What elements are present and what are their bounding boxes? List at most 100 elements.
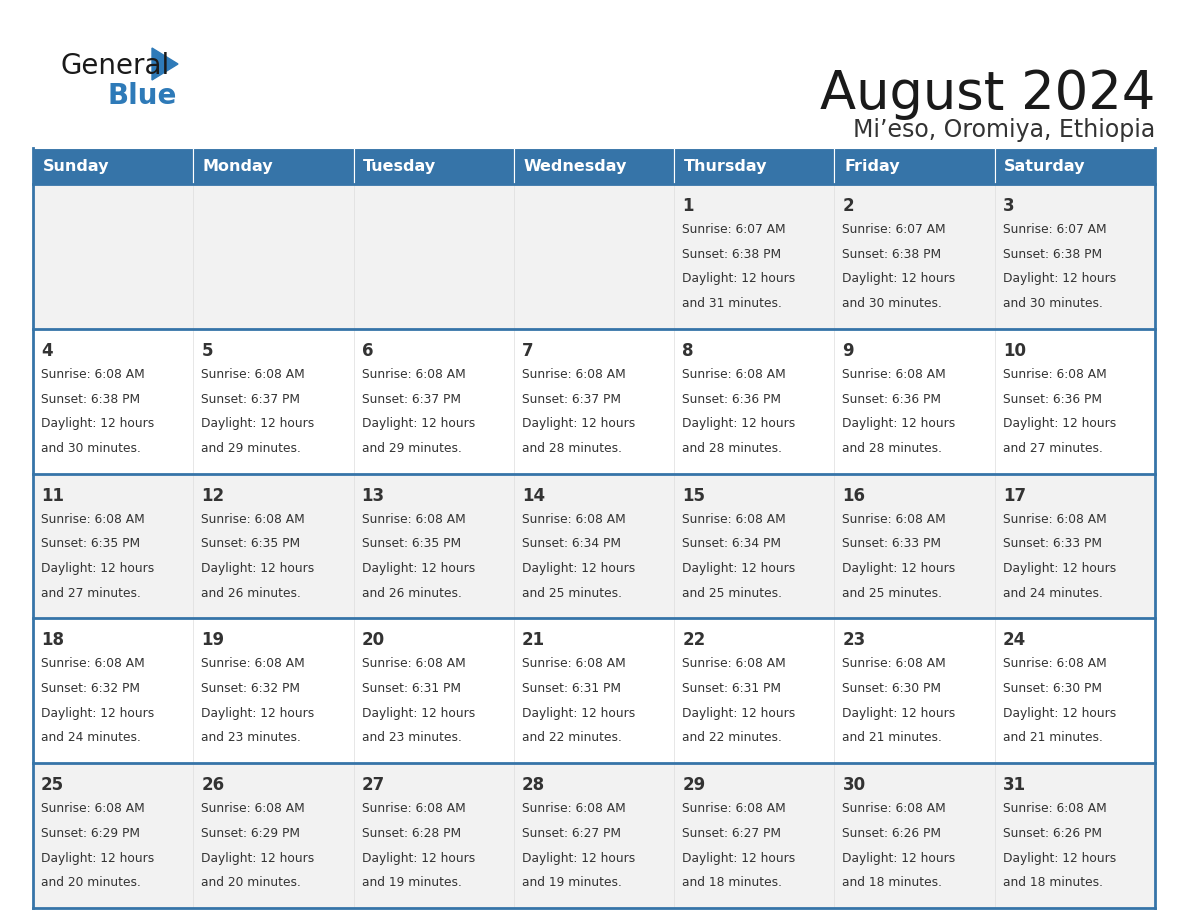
Text: 3: 3 bbox=[1003, 197, 1015, 215]
Text: 2: 2 bbox=[842, 197, 854, 215]
Text: and 18 minutes.: and 18 minutes. bbox=[682, 876, 782, 890]
Text: 12: 12 bbox=[201, 487, 225, 505]
Text: and 25 minutes.: and 25 minutes. bbox=[842, 587, 942, 599]
Text: Daylight: 12 hours: Daylight: 12 hours bbox=[682, 852, 796, 865]
Text: 20: 20 bbox=[361, 632, 385, 649]
Text: Sunrise: 6:08 AM: Sunrise: 6:08 AM bbox=[1003, 657, 1106, 670]
Text: Daylight: 12 hours: Daylight: 12 hours bbox=[522, 707, 636, 720]
Text: Sunrise: 6:08 AM: Sunrise: 6:08 AM bbox=[682, 657, 786, 670]
Text: Sunrise: 6:08 AM: Sunrise: 6:08 AM bbox=[42, 368, 145, 381]
Text: Blue: Blue bbox=[108, 82, 177, 110]
Text: Sunrise: 6:08 AM: Sunrise: 6:08 AM bbox=[682, 802, 786, 815]
Text: Daylight: 12 hours: Daylight: 12 hours bbox=[42, 852, 154, 865]
Text: 29: 29 bbox=[682, 777, 706, 794]
Text: Sunrise: 6:08 AM: Sunrise: 6:08 AM bbox=[201, 802, 305, 815]
Text: and 21 minutes.: and 21 minutes. bbox=[842, 732, 942, 744]
Text: Daylight: 12 hours: Daylight: 12 hours bbox=[682, 273, 796, 285]
Text: Sunset: 6:32 PM: Sunset: 6:32 PM bbox=[42, 682, 140, 695]
Text: Sunrise: 6:08 AM: Sunrise: 6:08 AM bbox=[361, 368, 466, 381]
Text: 8: 8 bbox=[682, 341, 694, 360]
Text: Daylight: 12 hours: Daylight: 12 hours bbox=[522, 852, 636, 865]
Bar bbox=[33, 148, 194, 184]
Text: and 21 minutes.: and 21 minutes. bbox=[1003, 732, 1102, 744]
Text: Sunset: 6:30 PM: Sunset: 6:30 PM bbox=[1003, 682, 1101, 695]
Text: and 28 minutes.: and 28 minutes. bbox=[522, 442, 621, 454]
Text: and 28 minutes.: and 28 minutes. bbox=[842, 442, 942, 454]
Text: and 29 minutes.: and 29 minutes. bbox=[201, 442, 302, 454]
Bar bbox=[514, 148, 674, 184]
Text: 6: 6 bbox=[361, 341, 373, 360]
Bar bbox=[33, 474, 194, 619]
Text: Sunrise: 6:08 AM: Sunrise: 6:08 AM bbox=[842, 368, 946, 381]
Text: August 2024: August 2024 bbox=[820, 68, 1155, 120]
Bar bbox=[194, 619, 354, 763]
Text: Sunset: 6:26 PM: Sunset: 6:26 PM bbox=[842, 827, 941, 840]
Text: Sunrise: 6:08 AM: Sunrise: 6:08 AM bbox=[1003, 368, 1106, 381]
Text: Sunset: 6:27 PM: Sunset: 6:27 PM bbox=[522, 827, 621, 840]
Bar bbox=[994, 148, 1155, 184]
Text: 26: 26 bbox=[201, 777, 225, 794]
Bar bbox=[33, 619, 194, 763]
Text: Daylight: 12 hours: Daylight: 12 hours bbox=[201, 707, 315, 720]
Text: Daylight: 12 hours: Daylight: 12 hours bbox=[1003, 417, 1116, 431]
Text: 1: 1 bbox=[682, 197, 694, 215]
Text: and 23 minutes.: and 23 minutes. bbox=[201, 732, 302, 744]
Text: and 24 minutes.: and 24 minutes. bbox=[1003, 587, 1102, 599]
Text: 25: 25 bbox=[42, 777, 64, 794]
Bar bbox=[33, 763, 194, 908]
Text: Sunset: 6:33 PM: Sunset: 6:33 PM bbox=[1003, 537, 1101, 550]
Bar bbox=[194, 184, 354, 329]
Text: Sunrise: 6:08 AM: Sunrise: 6:08 AM bbox=[1003, 512, 1106, 526]
Text: Sunrise: 6:08 AM: Sunrise: 6:08 AM bbox=[522, 802, 626, 815]
Text: Sunset: 6:37 PM: Sunset: 6:37 PM bbox=[361, 393, 461, 406]
Bar bbox=[194, 474, 354, 619]
Text: and 28 minutes.: and 28 minutes. bbox=[682, 442, 782, 454]
Text: and 20 minutes.: and 20 minutes. bbox=[42, 876, 141, 890]
Text: Daylight: 12 hours: Daylight: 12 hours bbox=[682, 562, 796, 575]
Text: Sunset: 6:35 PM: Sunset: 6:35 PM bbox=[201, 537, 301, 550]
Text: Daylight: 12 hours: Daylight: 12 hours bbox=[1003, 852, 1116, 865]
Text: Sunset: 6:37 PM: Sunset: 6:37 PM bbox=[522, 393, 621, 406]
Text: 18: 18 bbox=[42, 632, 64, 649]
Text: Sunrise: 6:08 AM: Sunrise: 6:08 AM bbox=[361, 802, 466, 815]
Text: 4: 4 bbox=[42, 341, 52, 360]
Text: Sunset: 6:30 PM: Sunset: 6:30 PM bbox=[842, 682, 941, 695]
Text: Daylight: 12 hours: Daylight: 12 hours bbox=[1003, 562, 1116, 575]
Bar bbox=[514, 763, 674, 908]
Bar bbox=[514, 184, 674, 329]
Text: Daylight: 12 hours: Daylight: 12 hours bbox=[1003, 707, 1116, 720]
Bar bbox=[674, 148, 834, 184]
Text: Daylight: 12 hours: Daylight: 12 hours bbox=[682, 417, 796, 431]
Text: 16: 16 bbox=[842, 487, 865, 505]
Text: Daylight: 12 hours: Daylight: 12 hours bbox=[201, 852, 315, 865]
Bar bbox=[674, 763, 834, 908]
Text: Sunrise: 6:08 AM: Sunrise: 6:08 AM bbox=[361, 512, 466, 526]
Text: 14: 14 bbox=[522, 487, 545, 505]
Text: Daylight: 12 hours: Daylight: 12 hours bbox=[842, 852, 955, 865]
Text: Daylight: 12 hours: Daylight: 12 hours bbox=[522, 562, 636, 575]
Text: Sunday: Sunday bbox=[43, 159, 109, 174]
Bar bbox=[33, 184, 194, 329]
Text: and 27 minutes.: and 27 minutes. bbox=[42, 587, 141, 599]
Text: and 19 minutes.: and 19 minutes. bbox=[361, 876, 461, 890]
Text: Sunset: 6:37 PM: Sunset: 6:37 PM bbox=[201, 393, 301, 406]
Text: Mi’eso, Oromiya, Ethiopia: Mi’eso, Oromiya, Ethiopia bbox=[853, 118, 1155, 142]
Bar bbox=[834, 763, 994, 908]
Text: Sunset: 6:38 PM: Sunset: 6:38 PM bbox=[682, 248, 782, 261]
Text: Monday: Monday bbox=[203, 159, 273, 174]
Bar bbox=[194, 329, 354, 474]
Text: Sunrise: 6:07 AM: Sunrise: 6:07 AM bbox=[1003, 223, 1106, 236]
Text: Sunset: 6:29 PM: Sunset: 6:29 PM bbox=[201, 827, 301, 840]
Text: and 30 minutes.: and 30 minutes. bbox=[842, 297, 942, 310]
Text: Sunset: 6:31 PM: Sunset: 6:31 PM bbox=[522, 682, 621, 695]
Text: Sunset: 6:33 PM: Sunset: 6:33 PM bbox=[842, 537, 941, 550]
Text: Daylight: 12 hours: Daylight: 12 hours bbox=[361, 707, 475, 720]
Text: Sunset: 6:26 PM: Sunset: 6:26 PM bbox=[1003, 827, 1101, 840]
Text: Sunrise: 6:08 AM: Sunrise: 6:08 AM bbox=[201, 368, 305, 381]
Text: Friday: Friday bbox=[843, 159, 899, 174]
Text: Sunset: 6:38 PM: Sunset: 6:38 PM bbox=[42, 393, 140, 406]
Bar bbox=[514, 619, 674, 763]
Text: and 30 minutes.: and 30 minutes. bbox=[1003, 297, 1102, 310]
Text: and 30 minutes.: and 30 minutes. bbox=[42, 442, 141, 454]
Bar bbox=[674, 474, 834, 619]
